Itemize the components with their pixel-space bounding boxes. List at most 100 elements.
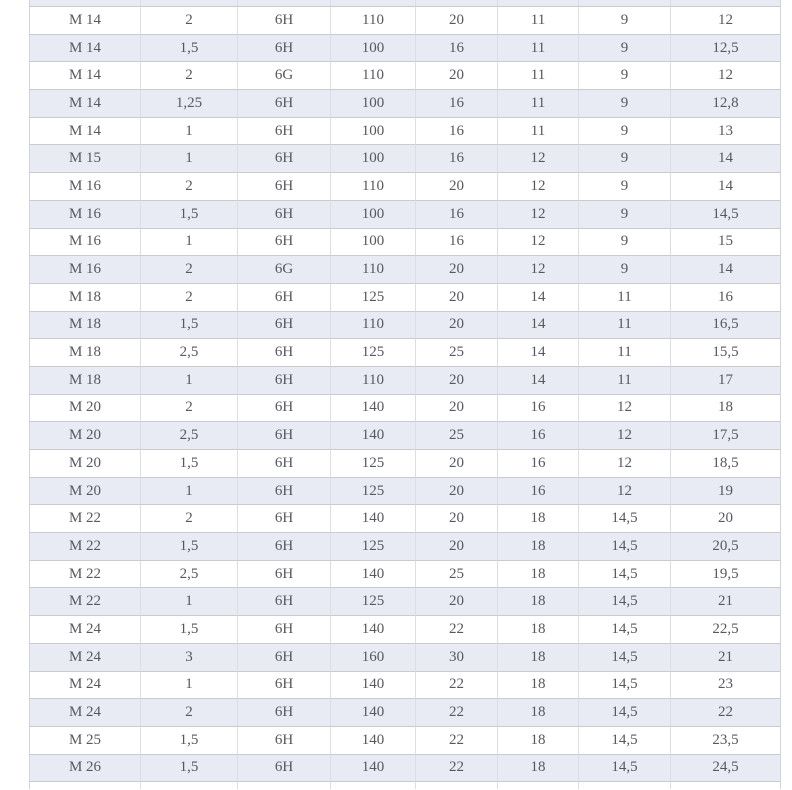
cell: 2 <box>140 255 237 283</box>
cell: 1 <box>140 116 237 145</box>
cell: 6H <box>237 6 330 34</box>
cell: 20 <box>415 172 497 200</box>
cell: 11 <box>578 365 670 394</box>
cell <box>670 0 781 6</box>
cell: 6H <box>237 227 330 256</box>
cell: 125 <box>330 532 415 560</box>
table-row: M 16 2 6G 110 20 12 9 14 <box>29 255 781 283</box>
cell: M 26 <box>29 753 140 782</box>
table-row: M 16 2 6H 110 20 12 9 14 <box>29 172 781 200</box>
table-row: M 18 2 6H 125 20 14 11 16 <box>29 282 781 311</box>
table-row: M 20 1 6H 125 20 16 12 19 <box>29 476 781 505</box>
cell: 6H <box>237 310 330 339</box>
cell: 11 <box>578 282 670 311</box>
cell: 6H <box>237 33 330 62</box>
cell: 12 <box>497 255 578 283</box>
cell: 6G <box>237 255 330 283</box>
cell: 140 <box>330 725 415 754</box>
cell: 18 <box>670 393 781 422</box>
cell: 6H <box>237 532 330 560</box>
cell: M 15 <box>29 144 140 173</box>
cell: 12 <box>670 61 781 90</box>
cell: M 14 <box>29 6 140 34</box>
cell: 1,5 <box>140 615 237 643</box>
cell: 9 <box>578 144 670 173</box>
cell: M 14 <box>29 89 140 117</box>
cell: M 25 <box>29 725 140 754</box>
cell: 9 <box>578 227 670 256</box>
cell: 6H <box>237 698 330 726</box>
cell: M 24 <box>29 670 140 699</box>
table-row: M 22 2,5 6H 140 25 18 14,5 19,5 <box>29 559 781 588</box>
cell: M 22 <box>29 559 140 588</box>
cell: 16 <box>415 227 497 256</box>
cell: 6H <box>237 365 330 394</box>
cell: 20 <box>415 255 497 283</box>
cell: 22 <box>670 698 781 726</box>
table-row-partial <box>29 781 781 790</box>
cell: 1,5 <box>140 310 237 339</box>
cell <box>415 0 497 6</box>
cell: 20 <box>415 393 497 422</box>
cell: 6H <box>237 89 330 117</box>
cell: M 22 <box>29 587 140 616</box>
cell: 140 <box>330 504 415 533</box>
cell: 22 <box>415 698 497 726</box>
cell: M 22 <box>29 504 140 533</box>
cell: 1,5 <box>140 33 237 62</box>
cell: M 20 <box>29 476 140 505</box>
cell <box>330 781 415 790</box>
cell: 22,5 <box>670 615 781 643</box>
cell: M 16 <box>29 255 140 283</box>
cell: 18 <box>497 670 578 699</box>
cell: 9 <box>578 89 670 117</box>
cell: 6H <box>237 476 330 505</box>
cell: M 16 <box>29 172 140 200</box>
cell: 14 <box>497 282 578 311</box>
cell: 18 <box>497 725 578 754</box>
cell: 12 <box>578 421 670 449</box>
table-row: M 25 1,5 6H 140 22 18 14,5 23,5 <box>29 725 781 754</box>
cell: 16 <box>497 476 578 505</box>
table-row: M 22 2 6H 140 20 18 14,5 20 <box>29 504 781 533</box>
cell: 1 <box>140 476 237 505</box>
cell: 14,5 <box>578 532 670 560</box>
cell: 100 <box>330 89 415 117</box>
cell: 23 <box>670 670 781 699</box>
cell: 18 <box>497 615 578 643</box>
cell: 125 <box>330 476 415 505</box>
cell: 21 <box>670 642 781 671</box>
cell: 12 <box>497 144 578 173</box>
thread-spec-table: M 14 2 6H 110 20 11 9 12 M 14 1,5 6H 100 16 11 9 12,5 M … <box>29 0 781 790</box>
cell: 1,5 <box>140 725 237 754</box>
table-row: M 18 2,5 6H 125 25 14 11 15,5 <box>29 338 781 366</box>
cell: 12,8 <box>670 89 781 117</box>
cell: 6H <box>237 449 330 477</box>
cell: 1,5 <box>140 753 237 782</box>
cell <box>415 781 497 790</box>
cell: 12 <box>497 199 578 228</box>
cell: 6H <box>237 753 330 782</box>
cell: 30 <box>415 642 497 671</box>
cell: 6H <box>237 504 330 533</box>
cell: 3 <box>140 642 237 671</box>
table-row: M 14 1,5 6H 100 16 11 9 12,5 <box>29 33 781 62</box>
cell: 160 <box>330 642 415 671</box>
cell: 140 <box>330 393 415 422</box>
cell: 13 <box>670 116 781 145</box>
cell: 22 <box>415 615 497 643</box>
cell: 100 <box>330 33 415 62</box>
cell: 1,5 <box>140 199 237 228</box>
cell: 14,5 <box>578 725 670 754</box>
cell: M 24 <box>29 642 140 671</box>
cell: 14,5 <box>578 615 670 643</box>
cell: 6H <box>237 116 330 145</box>
cell: M 18 <box>29 282 140 311</box>
cell: M 16 <box>29 199 140 228</box>
cell: M 20 <box>29 449 140 477</box>
cell: 125 <box>330 338 415 366</box>
cell: 22 <box>415 753 497 782</box>
cell: 25 <box>415 421 497 449</box>
cell: 16 <box>415 144 497 173</box>
cell: 14 <box>497 338 578 366</box>
